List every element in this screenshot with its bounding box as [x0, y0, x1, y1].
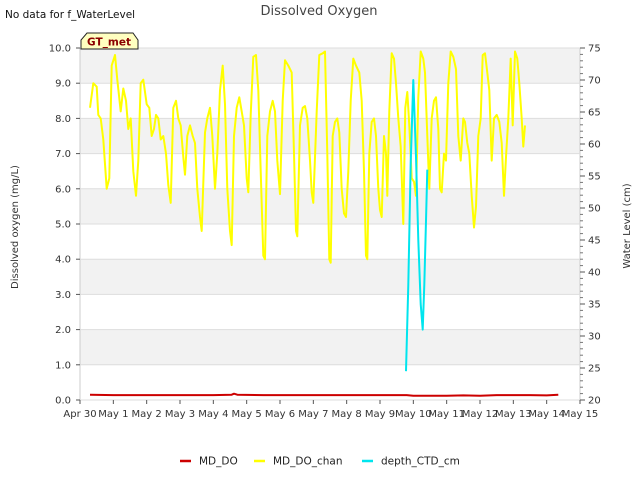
y2-tick-label: 45 — [588, 236, 601, 247]
chart-title: Dissolved Oxygen — [261, 4, 378, 19]
x-tick-label: May 5 — [232, 409, 262, 420]
series-line-depth_CTD_cm — [405, 79, 429, 372]
y2-tick-label: 30 — [588, 332, 601, 343]
legend: MD_DO MD_DO_chan depth_CTD_cm — [180, 456, 460, 468]
y-tick-label: 7.0 — [55, 149, 71, 160]
no-data-note: No data for f_WaterLevel — [5, 9, 135, 21]
x-tick-label: May 10 — [395, 409, 432, 420]
y2-tick-label: 40 — [588, 268, 601, 279]
x-tick-label: May 9 — [365, 409, 395, 420]
series-line-MD_DO — [89, 392, 559, 397]
y-tick-label: 4.0 — [55, 255, 71, 266]
y2-tick-label: 70 — [588, 76, 601, 87]
x-tick-label: May 8 — [332, 409, 362, 420]
y-tick-label: 5.0 — [55, 220, 71, 231]
grid-lines — [80, 47, 580, 401]
y-tick-label: 8.0 — [55, 114, 71, 125]
y2-tick-label: 55 — [588, 172, 601, 183]
x-tick-label: Apr 30 — [63, 409, 96, 420]
y2-tick-label: 50 — [588, 204, 601, 215]
x-tick-label: May 15 — [562, 409, 599, 420]
grid-band — [80, 48, 580, 84]
x-tick-label: May 6 — [265, 409, 295, 420]
x-tick-label: May 3 — [165, 409, 195, 420]
grid-band — [80, 329, 580, 365]
series-line-MD_DO_chan — [89, 50, 526, 264]
x-tick-label: May 2 — [132, 409, 162, 420]
legend-label-depth_CTD_cm: depth_CTD_cm — [381, 456, 460, 468]
y-tick-label: 6.0 — [55, 184, 71, 195]
x-tick-label: May 1 — [98, 409, 128, 420]
x-tick-label: May 13 — [495, 409, 532, 420]
y2-tick-label: 75 — [588, 44, 601, 55]
x-tick-label: May 14 — [528, 409, 565, 420]
series-lines — [89, 50, 559, 397]
y2-axis: 20 25 30 35 40 45 50 55 60 65 70 75 — [580, 44, 601, 407]
y2-tick-label: 20 — [588, 396, 601, 407]
y2-tick-label: 60 — [588, 140, 601, 151]
gt-met-label: GT_met — [87, 37, 131, 49]
y-tick-label: 9.0 — [55, 79, 71, 90]
y-tick-label: 3.0 — [55, 290, 71, 301]
y-tick-label: 10.0 — [49, 44, 71, 55]
y2-tick-label: 65 — [588, 108, 601, 119]
y-axis-label: Dissolved oxygen (mg/L) — [10, 165, 21, 289]
grid-band — [80, 188, 580, 224]
x-tick-label: May 4 — [198, 409, 228, 420]
x-axis: Apr 30 May 1 May 2 May 3 May 4 May 5 May 6 May … — [63, 400, 598, 420]
y2-axis-label: Water Level (cm) — [622, 183, 633, 268]
y-tick-label: 2.0 — [55, 325, 71, 336]
x-tick-label: May 12 — [462, 409, 499, 420]
y2-tick-label: 25 — [588, 364, 601, 375]
y2-tick-label: 35 — [588, 300, 601, 311]
legend-label-MD_DO: MD_DO — [199, 456, 238, 468]
y-tick-label: 1.0 — [55, 360, 71, 371]
gt-met-badge: GT_met — [80, 32, 139, 50]
x-tick-label: May 7 — [298, 409, 328, 420]
grid-bands — [80, 48, 580, 365]
y-axis: 0.0 1.0 2.0 3.0 4.0 5.0 6.0 7.0 8.0 9.0 10.0 — [49, 44, 80, 407]
legend-label-MD_DO_chan: MD_DO_chan — [273, 456, 343, 468]
y-tick-label: 0.0 — [55, 396, 71, 407]
x-tick-label: May 11 — [428, 409, 465, 420]
grid-band — [80, 259, 580, 295]
